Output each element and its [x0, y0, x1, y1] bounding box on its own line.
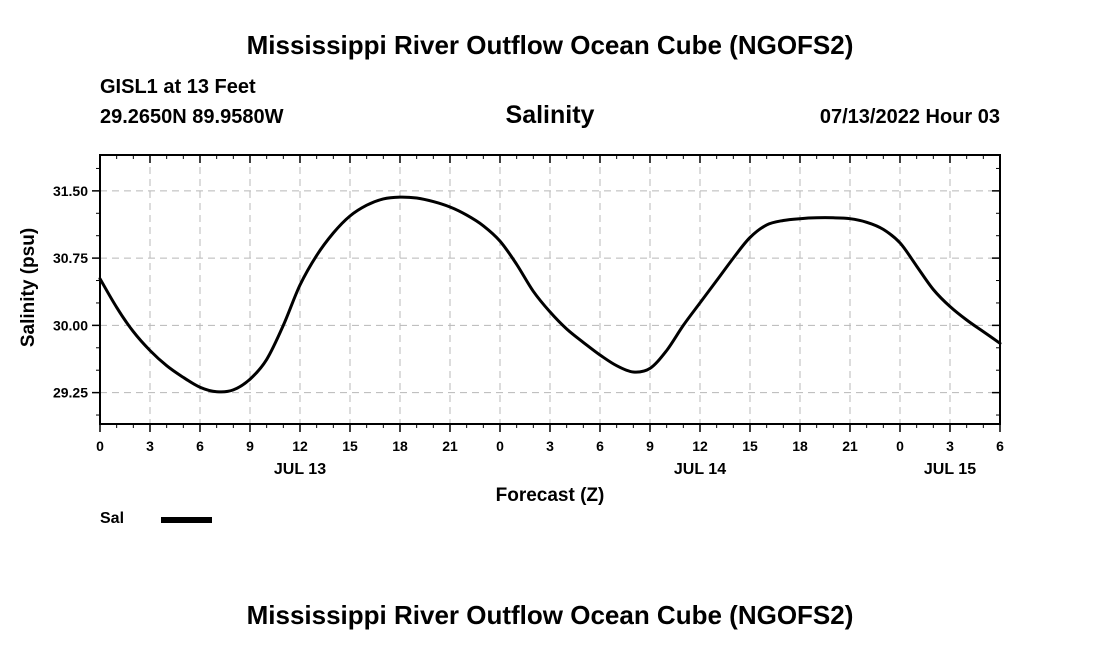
x-tick-label: 6 — [196, 438, 204, 454]
x-date-label: JUL 13 — [274, 461, 326, 478]
x-tick-label: 3 — [146, 438, 154, 454]
chart-title: Mississippi River Outflow Ocean Cube (NG… — [246, 30, 854, 60]
x-tick-label: 6 — [996, 438, 1004, 454]
x-tick-label: 15 — [742, 438, 758, 454]
x-tick-label: 0 — [496, 438, 504, 454]
x-tick-label: 18 — [392, 438, 408, 454]
x-tick-label: 9 — [646, 438, 654, 454]
chart-subtitle: Salinity — [505, 101, 595, 129]
y-tick-label: 30.75 — [53, 250, 88, 266]
x-tick-label: 15 — [342, 438, 358, 454]
y-tick-label: 29.25 — [53, 385, 88, 401]
x-tick-label: 12 — [692, 438, 708, 454]
x-tick-label: 3 — [946, 438, 954, 454]
x-tick-label: 0 — [896, 438, 904, 454]
x-tick-label: 18 — [792, 438, 808, 454]
x-tick-label: 6 — [596, 438, 604, 454]
x-date-label: JUL 14 — [674, 461, 726, 478]
x-tick-label: 9 — [246, 438, 254, 454]
y-tick-label: 31.50 — [53, 183, 88, 199]
legend-swatch — [161, 517, 212, 523]
station-coordinates: 29.2650N 89.9580W — [100, 106, 284, 128]
x-tick-label: 3 — [546, 438, 554, 454]
forecast-datetime: 07/13/2022 Hour 03 — [819, 106, 1000, 128]
x-axis-title: Forecast (Z) — [496, 485, 605, 506]
footer-title: Mississippi River Outflow Ocean Cube (NG… — [246, 600, 854, 630]
series-line-salinity — [98, 195, 1002, 394]
y-tick-label: 30.00 — [53, 317, 88, 333]
y-axis-title: Salinity (psu) — [18, 228, 39, 347]
x-tick-label: 21 — [842, 438, 858, 454]
x-date-label: JUL 15 — [924, 461, 976, 478]
x-tick-label: 21 — [442, 438, 458, 454]
legend-label: Sal — [100, 510, 125, 527]
x-tick-label: 12 — [292, 438, 308, 454]
station-label: GISL1 at 13 Feet — [100, 76, 256, 98]
x-tick-label: 0 — [96, 438, 104, 454]
